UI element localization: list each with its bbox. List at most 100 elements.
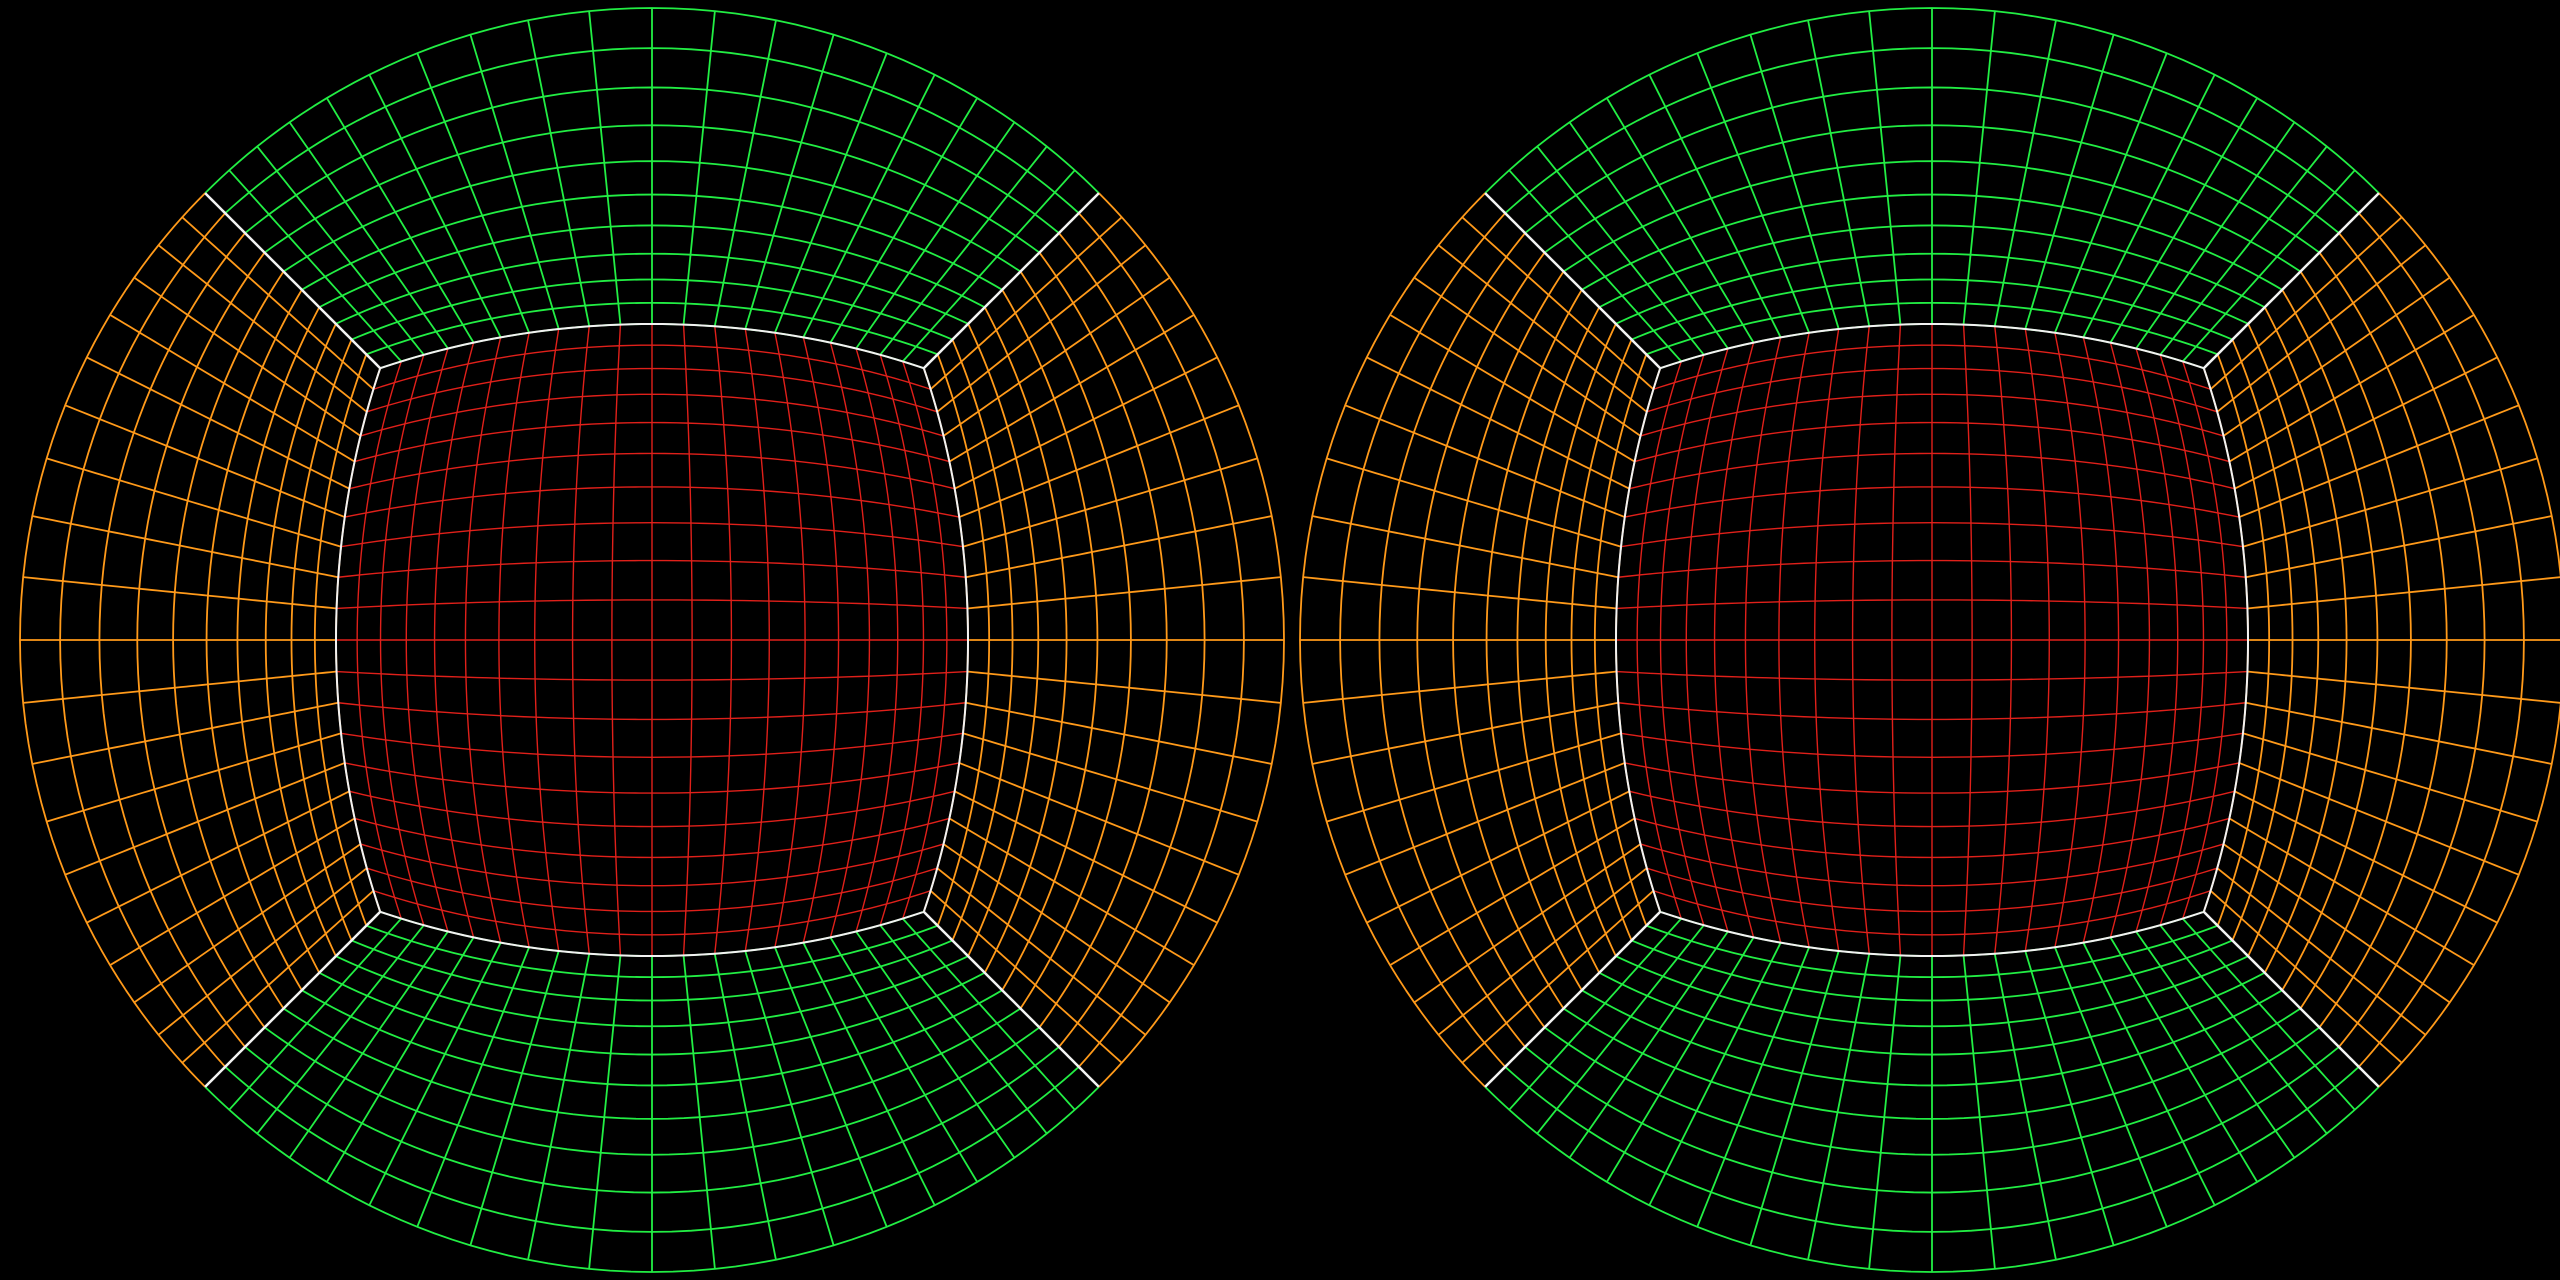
bottom-grid-line xyxy=(264,1026,1040,1156)
left-grid-line xyxy=(181,890,375,1064)
bottom-grid-line xyxy=(318,971,986,1056)
front-grid-line xyxy=(360,843,944,887)
bottom-grid-line xyxy=(224,1066,1080,1233)
right-grid-line xyxy=(2209,216,2403,390)
left-grid-line xyxy=(46,732,342,823)
front-grid-line xyxy=(1634,421,2230,463)
left-grid-line xyxy=(1389,314,1636,463)
right-grid-line xyxy=(967,670,1281,704)
bottom-grid-line xyxy=(1615,955,2249,1028)
top-grid-line xyxy=(204,7,1100,194)
left-grid-line xyxy=(64,404,346,518)
front-grid-line xyxy=(1618,559,2246,578)
left-grid-line xyxy=(1413,843,1641,1004)
left-grid-line xyxy=(1366,790,1630,924)
front-grid-line xyxy=(1634,817,2230,859)
top-grid-line xyxy=(1631,278,2233,341)
front-grid-line xyxy=(1620,732,2244,758)
left-grid-line xyxy=(23,576,337,610)
right-grid-line xyxy=(943,276,1171,437)
front-grid-line xyxy=(349,790,955,828)
right-grid-line xyxy=(2228,817,2475,966)
right-grid-line xyxy=(2245,515,2552,579)
right-grid-line xyxy=(2223,843,2451,1004)
front-grid-line xyxy=(1646,367,2218,413)
right-grid-line xyxy=(943,843,1171,1004)
right-grid-line xyxy=(2223,276,2451,437)
right-grid-line xyxy=(948,314,1195,463)
front-grid-line xyxy=(336,599,968,610)
left-grid-line xyxy=(133,843,361,1004)
left-grid-line xyxy=(1437,244,1648,413)
left-grid-line xyxy=(32,515,339,579)
left-grid-line xyxy=(1437,867,1648,1036)
top-grid-line xyxy=(1615,252,2249,325)
top-grid-line xyxy=(301,193,1003,291)
bottom-grid-line xyxy=(1563,1007,2301,1120)
bottom-grid-line xyxy=(283,1007,1021,1120)
left-grid-line xyxy=(157,867,368,1036)
bottom-grid-line xyxy=(1581,989,2283,1087)
top-grid-line xyxy=(1598,224,2266,309)
bottom-grid-line xyxy=(301,989,1003,1087)
left-grid-line xyxy=(1303,670,1617,704)
bottom-grid-line xyxy=(204,1086,1100,1273)
left-grid-line xyxy=(1303,576,1617,610)
right-grid-line xyxy=(929,216,1123,390)
right-grid-line xyxy=(962,457,1258,548)
top-grid-line xyxy=(1646,301,2218,356)
left-grid-line xyxy=(157,244,368,413)
left-grid-line xyxy=(133,276,361,437)
right-grid-line xyxy=(2238,404,2520,518)
left-grid-line xyxy=(1461,890,1655,1064)
top-grid-line xyxy=(1544,124,2320,254)
front-grid-line xyxy=(344,762,960,794)
right-grid-line xyxy=(2209,890,2403,1064)
top-grid-line xyxy=(1504,47,2360,214)
front-grid-line xyxy=(366,867,938,913)
left-grid-line xyxy=(1312,701,1619,765)
top-grid-line xyxy=(1563,160,2301,273)
front-grid-line xyxy=(1629,452,2235,490)
right-grid-line xyxy=(965,701,1272,765)
bottom-grid-line xyxy=(1524,1046,2340,1194)
cube-edge-diagonal xyxy=(2202,910,2380,1088)
left-grid-line xyxy=(86,790,350,924)
left-grid-line xyxy=(1326,732,1622,823)
top-grid-line xyxy=(244,86,1060,234)
left-grid-line xyxy=(1413,276,1641,437)
right-grid-line xyxy=(2247,576,2560,610)
top-grid-line xyxy=(335,252,969,325)
right-grid-line xyxy=(2238,762,2520,876)
right-grid-line xyxy=(954,790,1218,924)
top-grid-line xyxy=(224,47,1080,214)
top-grid-line xyxy=(264,124,1040,254)
right-grid-line xyxy=(936,867,1147,1036)
left-grid-line xyxy=(1312,515,1619,579)
left-grid-line xyxy=(1326,457,1622,548)
bottom-grid-line xyxy=(1598,971,2266,1056)
left-grid-line xyxy=(1344,404,1626,518)
left-grid-line xyxy=(32,701,339,765)
front-grid-line xyxy=(1653,890,2211,936)
front-grid-line xyxy=(1616,599,2248,610)
right-grid-line xyxy=(954,356,1218,490)
front-grid-line xyxy=(373,344,931,390)
top-grid-line xyxy=(1484,7,2380,194)
fisheye-view-left xyxy=(19,7,1285,1273)
right-grid-line xyxy=(2245,701,2552,765)
front-grid-line xyxy=(336,670,968,681)
left-grid-line xyxy=(109,817,356,966)
front-grid-line xyxy=(338,702,966,721)
top-grid-line xyxy=(318,224,986,309)
bottom-grid-line xyxy=(244,1046,1060,1194)
cube-edge-diagonal xyxy=(204,192,382,370)
right-grid-line xyxy=(2216,244,2427,413)
cube-edge-diagonal xyxy=(2202,192,2380,370)
front-grid-line xyxy=(354,421,950,463)
front-grid-line xyxy=(344,486,960,518)
bottom-grid-line xyxy=(351,939,953,1002)
right-grid-line xyxy=(958,762,1240,876)
front-grid-line xyxy=(1620,522,2244,548)
left-grid-line xyxy=(1366,356,1630,490)
